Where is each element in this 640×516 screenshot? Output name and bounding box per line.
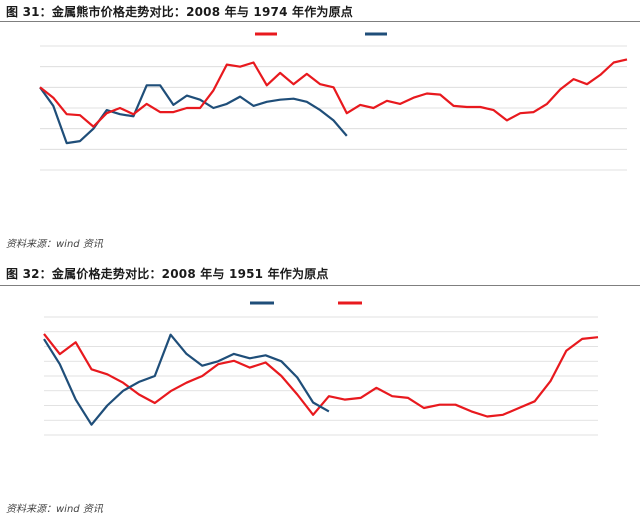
figure-32-caption: 图 32：金属价格走势对比：2008 年与 1951 年作为原点 [6, 267, 329, 281]
figure-32-caption-rule [0, 285, 640, 286]
figure-31-caption-rule [0, 21, 640, 22]
figure-31-chart [39, 32, 628, 171]
series-line-metal-1951 [43, 333, 599, 418]
series-line-metal-2008 [39, 84, 348, 145]
figure-32-source: 资料来源：wind 资讯 [6, 504, 103, 515]
figure-31-source: 资料来源：wind 资讯 [6, 239, 103, 250]
series-line-metal-1974 [39, 58, 628, 128]
series-line-metal-2008 [43, 333, 330, 426]
figure-32-chart [43, 301, 599, 436]
figure-31-caption: 图 31：金属熊市价格走势对比：2008 年与 1974 年作为原点 [6, 5, 354, 19]
